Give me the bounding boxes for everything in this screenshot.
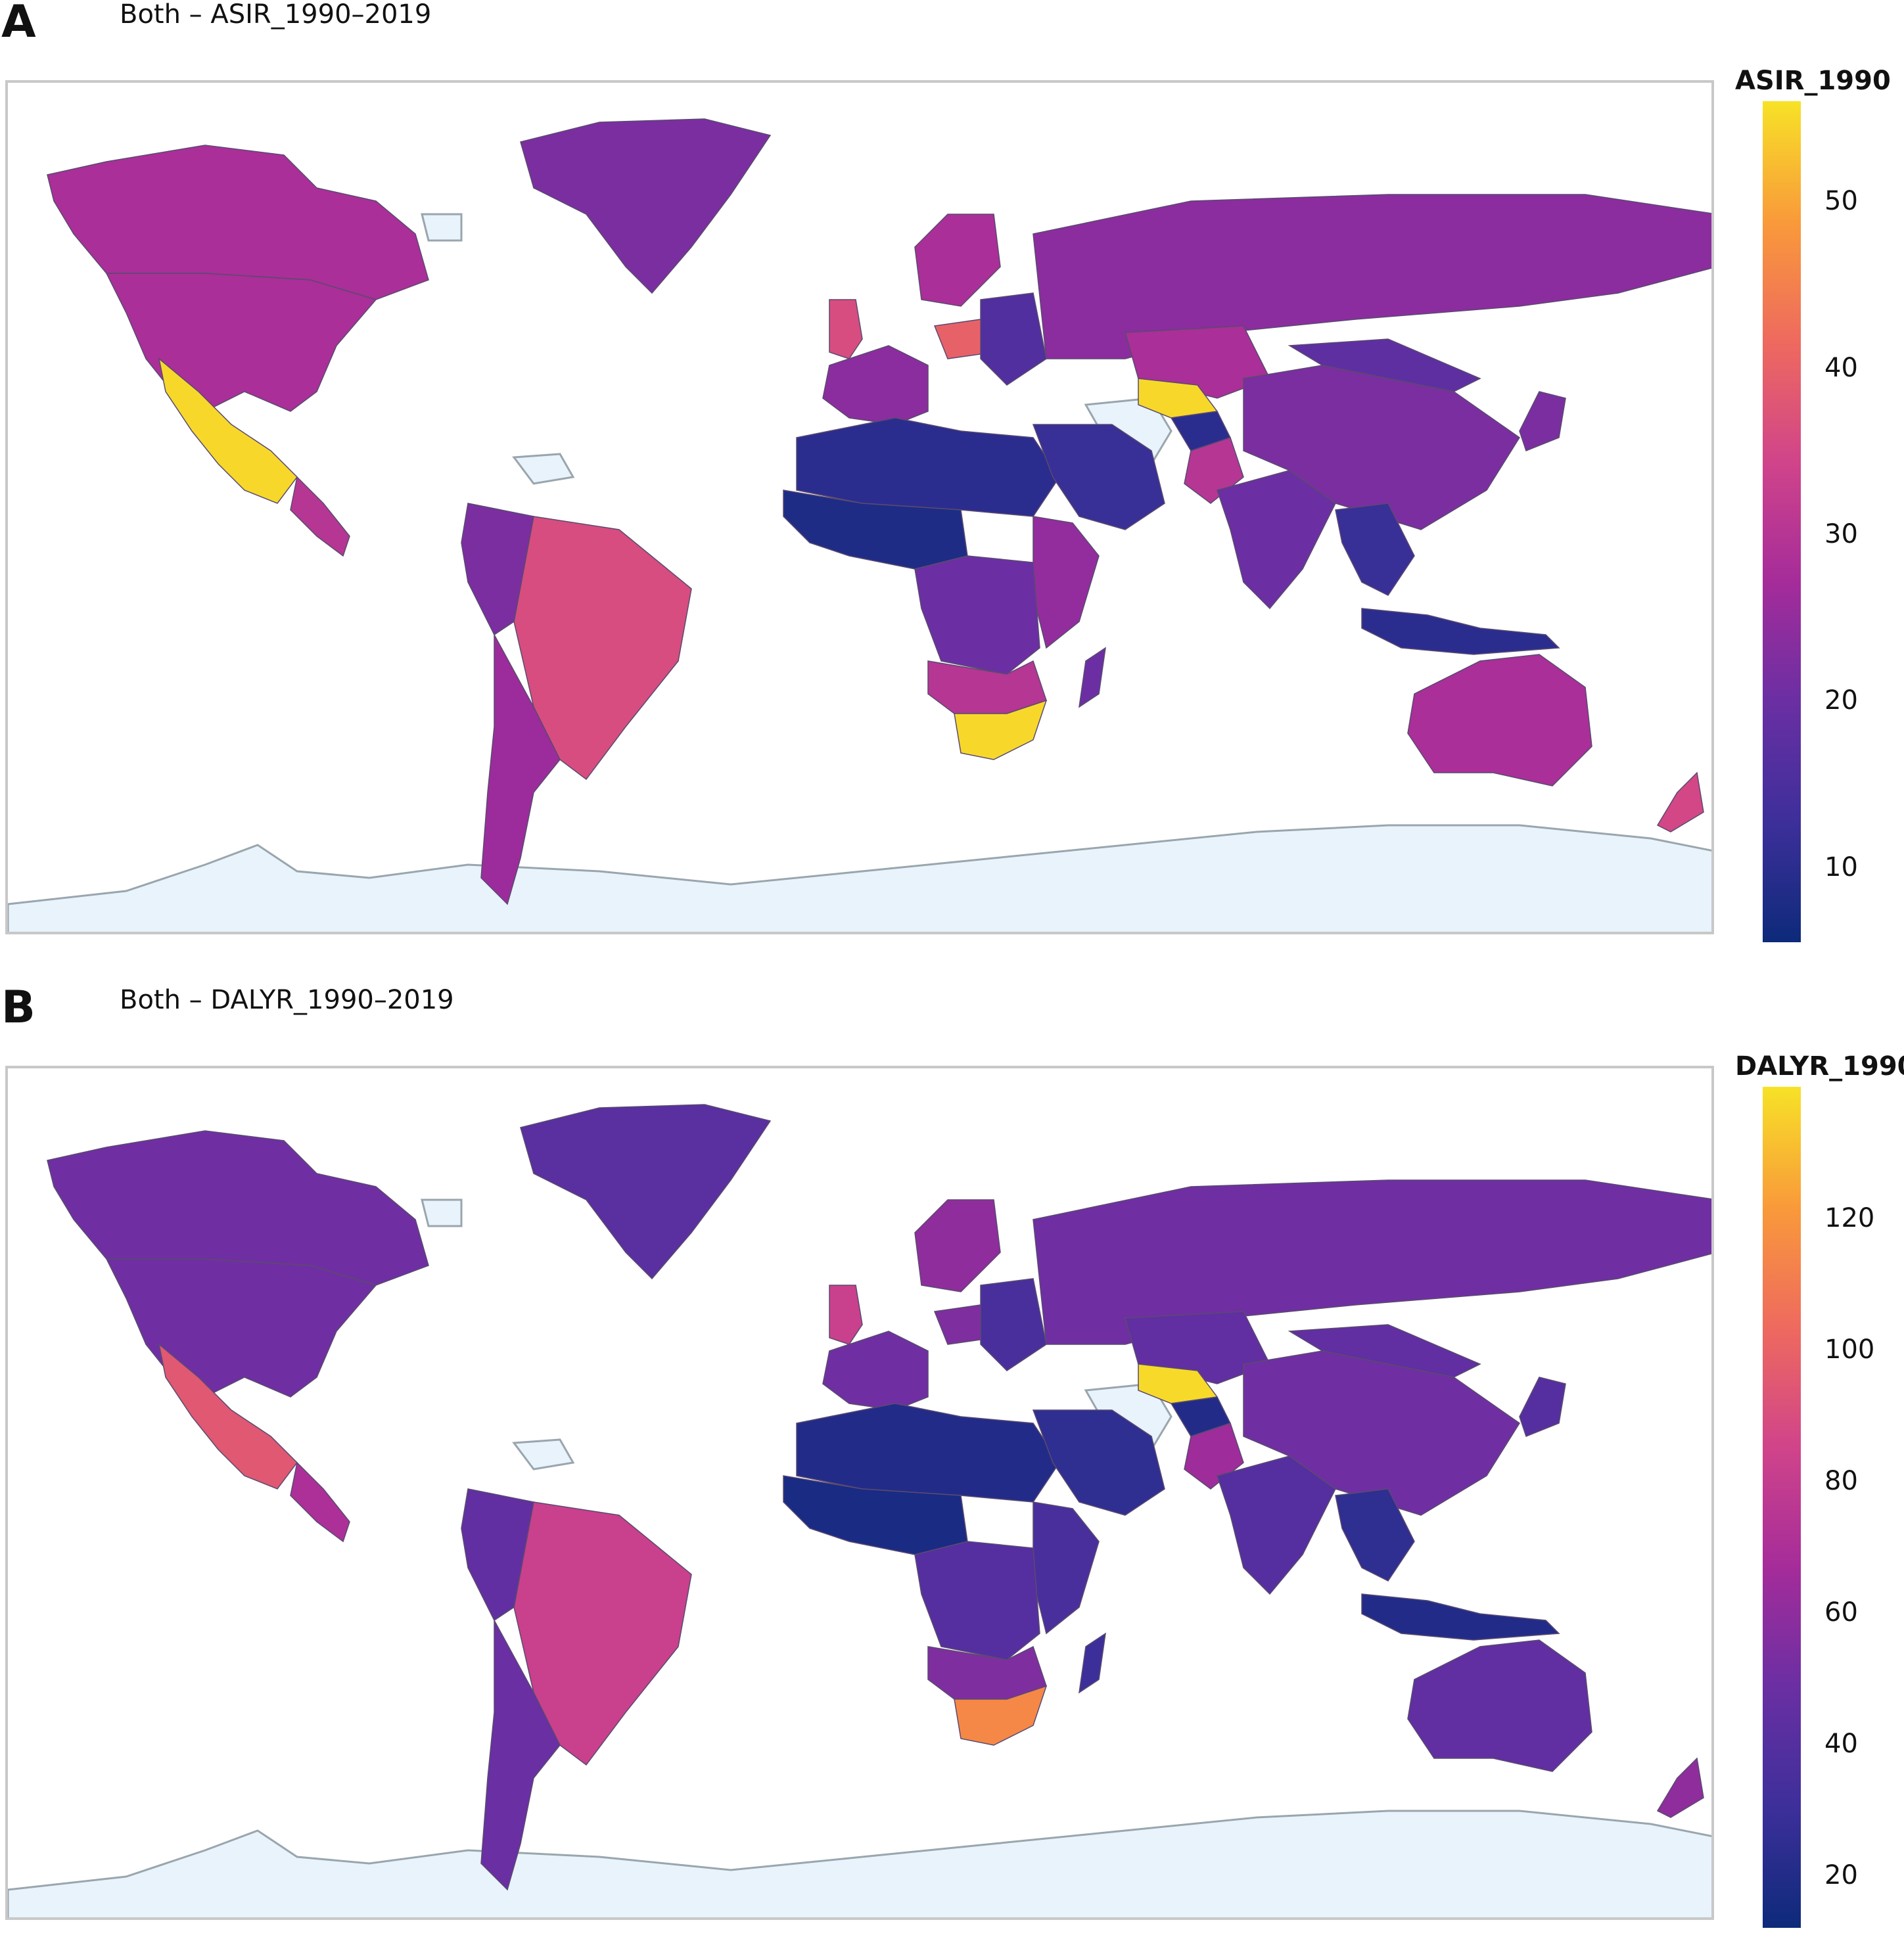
country-region[interactable] (1079, 647, 1106, 708)
panel-title: Both – ASIR_1990–2019 (120, 0, 432, 30)
no-data-region (8, 1810, 1711, 1917)
country-region[interactable] (47, 1130, 429, 1286)
colorbar-tick-label: 120 (1824, 1203, 1875, 1233)
colorbar (1763, 1087, 1801, 1928)
country-region[interactable] (796, 1403, 1060, 1503)
country-region[interactable] (1361, 608, 1560, 655)
country-region[interactable] (1079, 1632, 1106, 1694)
no-data-region (512, 453, 575, 485)
country-region[interactable] (914, 214, 1001, 307)
colorbar (1763, 101, 1801, 942)
country-region[interactable] (829, 299, 863, 359)
world-map[interactable] (5, 80, 1714, 934)
country-region[interactable] (1519, 1377, 1566, 1437)
colorbar-tick-label: 30 (1824, 519, 1858, 549)
country-region[interactable] (480, 1620, 561, 1891)
no-data-region (512, 1438, 575, 1471)
country-region[interactable] (1032, 1409, 1165, 1516)
colorbar-tick-label: 20 (1824, 685, 1858, 716)
country-region[interactable] (105, 273, 377, 412)
map-svg (8, 1104, 1711, 1917)
country-region[interactable] (513, 516, 692, 781)
country-region[interactable] (954, 1685, 1048, 1746)
no-data-region (421, 1198, 463, 1227)
country-region[interactable] (822, 345, 929, 425)
country-region[interactable] (796, 417, 1060, 517)
country-region[interactable] (1032, 424, 1165, 530)
colorbar-tick-label: 10 (1824, 852, 1858, 882)
country-region[interactable] (1656, 771, 1704, 833)
country-region[interactable] (1361, 1593, 1560, 1641)
country-region[interactable] (105, 1258, 377, 1398)
country-region[interactable] (520, 118, 772, 294)
country-region[interactable] (914, 1541, 1040, 1660)
country-region[interactable] (1033, 516, 1100, 649)
colorbar-title: ASIR_1990 (1735, 66, 1891, 96)
colorbar-tick-label: 60 (1824, 1597, 1858, 1628)
country-region[interactable] (1407, 1639, 1592, 1772)
country-region[interactable] (1033, 1179, 1711, 1345)
country-region[interactable] (980, 292, 1047, 386)
colorbar-tick-label: 80 (1824, 1466, 1858, 1496)
colorbar-tick-label: 50 (1824, 186, 1858, 217)
map-svg (8, 118, 1711, 932)
no-data-region (8, 824, 1711, 932)
country-region[interactable] (829, 1285, 863, 1345)
world-map[interactable] (5, 1066, 1714, 1920)
country-region[interactable] (1033, 194, 1711, 359)
panel-letter: A (1, 0, 36, 48)
country-region[interactable] (520, 1104, 772, 1280)
colorbar-tick-label: 40 (1824, 1729, 1858, 1759)
country-region[interactable] (158, 357, 298, 504)
country-region[interactable] (954, 699, 1048, 760)
colorbar-tick-label: 40 (1824, 352, 1858, 383)
country-region[interactable] (290, 1461, 350, 1543)
colorbar-gradient (1763, 1087, 1801, 1928)
country-region[interactable] (1656, 1757, 1704, 1818)
country-region[interactable] (980, 1278, 1047, 1371)
panel-a: A Both – ASIR_1990–2019 ASIR_1990 10 20 30… (1, 0, 1891, 942)
country-region[interactable] (158, 1343, 298, 1490)
country-region[interactable] (1519, 391, 1566, 451)
country-region[interactable] (47, 145, 429, 300)
panel-letter: B (1, 982, 35, 1034)
country-region[interactable] (290, 476, 350, 557)
country-region[interactable] (914, 1199, 1001, 1292)
country-region[interactable] (1407, 654, 1592, 787)
country-region[interactable] (914, 555, 1040, 675)
colorbar-title: DALYR_1990 (1735, 1051, 1904, 1082)
colorbar-gradient (1763, 101, 1801, 942)
country-region[interactable] (1335, 503, 1415, 596)
panel-b: B Both – DALYR_1990–2019 DALYR_1990 20 40… (0, 986, 1904, 1939)
panel-title: Both – DALYR_1990–2019 (120, 985, 454, 1015)
colorbar-tick-label: 20 (1824, 1860, 1858, 1890)
country-region[interactable] (1288, 338, 1481, 392)
no-data-region (421, 213, 463, 242)
country-region[interactable] (822, 1331, 929, 1411)
country-region[interactable] (1335, 1488, 1415, 1582)
country-region[interactable] (513, 1501, 692, 1766)
country-region[interactable] (1033, 1501, 1100, 1635)
country-region[interactable] (480, 634, 561, 905)
country-region[interactable] (1288, 1324, 1481, 1378)
colorbar-tick-label: 100 (1824, 1334, 1875, 1365)
